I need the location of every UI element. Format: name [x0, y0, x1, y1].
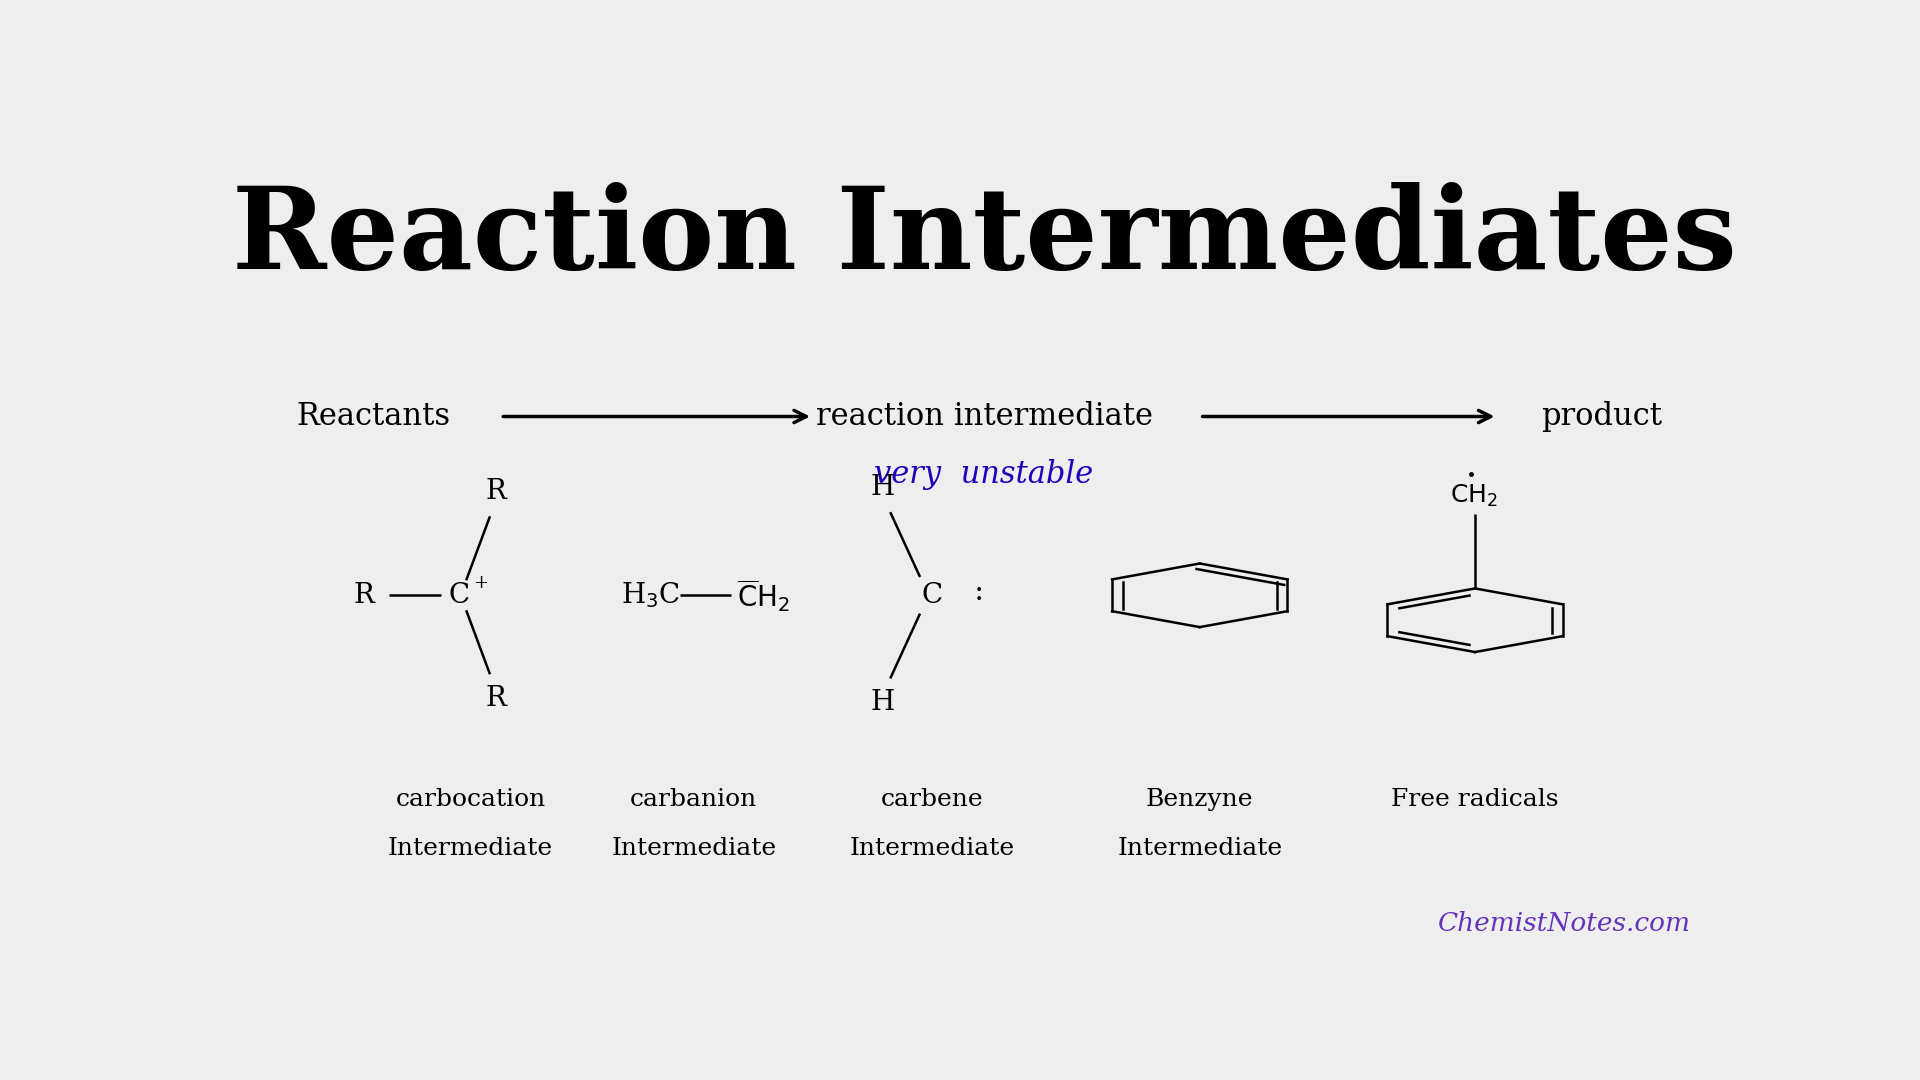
Text: carbene: carbene: [881, 787, 983, 810]
Text: R: R: [486, 478, 507, 505]
Text: ChemistNotes.com: ChemistNotes.com: [1438, 912, 1692, 936]
Text: Intermediate: Intermediate: [611, 837, 776, 861]
Text: C: C: [449, 582, 470, 609]
Text: Intermediate: Intermediate: [849, 837, 1014, 861]
Text: $\mathregular{CH_2}$: $\mathregular{CH_2}$: [1450, 483, 1498, 510]
Text: Reactants: Reactants: [298, 401, 451, 432]
Text: carbocation: carbocation: [396, 787, 545, 810]
Text: H$_3$C: H$_3$C: [620, 580, 680, 610]
Text: H: H: [872, 689, 895, 716]
Text: C: C: [922, 582, 943, 609]
Text: $\mathrm{\overline{C}H_2}$: $\mathrm{\overline{C}H_2}$: [737, 577, 789, 613]
Text: Benzyne: Benzyne: [1146, 787, 1254, 810]
Text: Free radicals: Free radicals: [1392, 787, 1559, 810]
Text: R: R: [353, 582, 374, 609]
Text: H: H: [872, 474, 895, 501]
Text: Reaction Intermediates: Reaction Intermediates: [232, 183, 1736, 293]
Text: reaction intermediate: reaction intermediate: [816, 401, 1152, 432]
Text: :: :: [964, 578, 983, 606]
Text: carbanion: carbanion: [630, 787, 758, 810]
Text: +: +: [474, 573, 488, 592]
Text: very  unstable: very unstable: [874, 459, 1094, 490]
Text: product: product: [1542, 401, 1663, 432]
Text: Intermediate: Intermediate: [1117, 837, 1283, 861]
Text: R: R: [486, 685, 507, 712]
Text: Intermediate: Intermediate: [388, 837, 553, 861]
